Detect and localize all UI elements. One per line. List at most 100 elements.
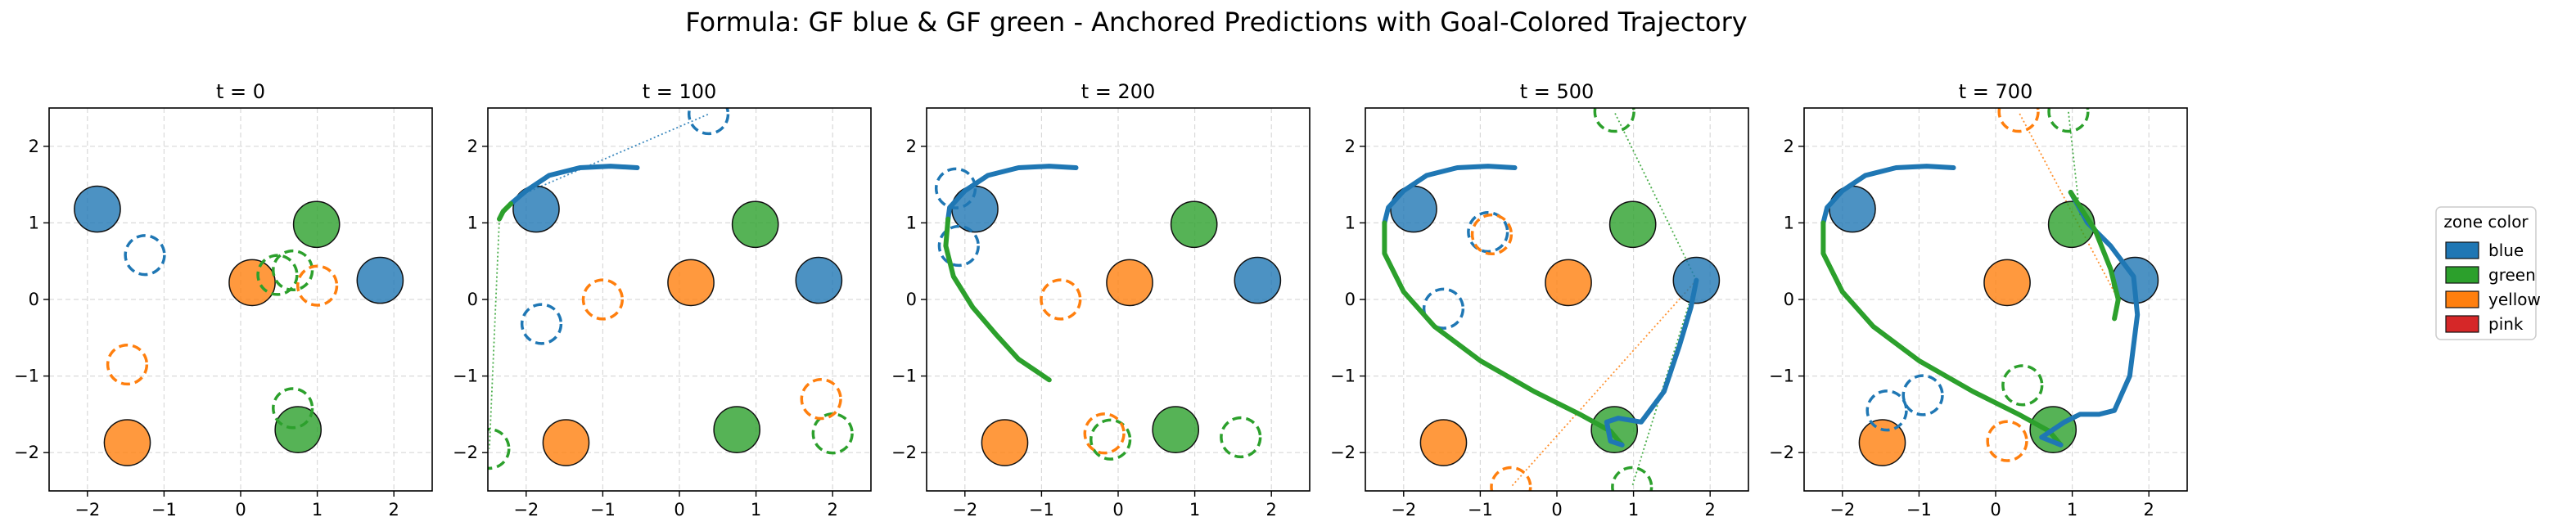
zone-green [731, 200, 779, 249]
predicted-zone-green [256, 254, 299, 296]
predicted-zone-blue [1865, 389, 1908, 432]
y-tick-label: −2 [891, 443, 917, 462]
y-tick-label: 0 [467, 290, 478, 309]
predicted-zone-blue [124, 234, 166, 277]
zone-yellow [542, 419, 590, 466]
trajectory-segment [497, 201, 514, 222]
legend-label-blue: blue [2488, 241, 2524, 260]
legend-swatch-blue [2445, 241, 2479, 259]
y-tick-label: −1 [1330, 367, 1356, 386]
y-tick-label: 2 [467, 137, 478, 156]
x-tick-label: 0 [1551, 500, 1562, 520]
plot-area [488, 108, 854, 470]
y-tick-label: 1 [467, 213, 478, 232]
y-tick-label: −2 [1330, 443, 1356, 462]
y-tick-label: 1 [906, 213, 917, 232]
anchor-line [1631, 280, 1698, 488]
x-tick-label: −2 [513, 500, 539, 520]
x-tick-label: 2 [1705, 500, 1716, 520]
predicted-zone-green [488, 427, 511, 470]
zone-green [292, 200, 341, 249]
subplot-title: t = 100 [643, 80, 717, 103]
y-tick-label: 2 [1345, 137, 1356, 156]
trajectory-segment [2068, 190, 2121, 322]
y-tick-label: −1 [891, 367, 917, 386]
trajectory-segment [1820, 220, 2064, 448]
legend-label-green: green [2488, 265, 2536, 285]
y-tick-label: 2 [906, 137, 917, 156]
predicted-zone-green [272, 387, 314, 430]
plot-area [934, 164, 1282, 466]
x-tick-label: −2 [1829, 500, 1855, 520]
predicted-zone-green [1593, 108, 1635, 133]
y-tick-label: 1 [1784, 213, 1794, 232]
y-tick-label: 2 [1784, 137, 1794, 156]
zone-green [1152, 406, 1200, 453]
anchor-line [488, 218, 500, 449]
zone-blue [1390, 185, 1437, 233]
legend-swatch-green [2445, 266, 2479, 284]
x-tick-label: −2 [74, 500, 100, 520]
y-tick-label: −2 [1769, 443, 1794, 462]
x-tick-label: 2 [1266, 500, 1277, 520]
x-tick-label: 1 [1189, 500, 1200, 520]
x-tick-label: 0 [235, 500, 246, 520]
x-tick-label: 0 [674, 500, 684, 520]
zone-blue [356, 256, 404, 304]
x-tick-label: −1 [1906, 500, 1932, 520]
trajectory-segment [943, 216, 1052, 383]
x-tick-label: −2 [952, 500, 977, 520]
trajectory-segment [1604, 277, 1699, 448]
zone-yellow [1983, 259, 2031, 307]
predicted-zone-yellow [800, 378, 842, 421]
x-tick-label: 1 [1628, 500, 1639, 520]
x-tick-label: 2 [389, 500, 399, 520]
predicted-zone-blue [1902, 374, 1944, 416]
figure-title: Formula: GF blue & GF green - Anchored P… [685, 7, 1747, 38]
trajectory-segment [508, 164, 640, 206]
legend: zone color blue green yellow pink [2435, 206, 2541, 340]
plot-area [74, 185, 404, 466]
y-tick-label: −1 [1769, 367, 1794, 386]
subplot-title: t = 700 [1959, 80, 2033, 103]
subplot-1: t = 0 −2 −1 0 1 2 −2 −1 0 1 2 [14, 80, 433, 520]
zone-yellow [1858, 419, 1906, 466]
legend-label-pink: pink [2488, 314, 2524, 334]
trajectory-segment [945, 164, 1079, 222]
anchor-line [1613, 111, 1698, 281]
predicted-zone-blue [937, 224, 980, 268]
legend-swatch-pink [2445, 315, 2479, 333]
predicted-zone-blue [934, 167, 977, 209]
zone-green [274, 406, 323, 453]
subplot-3: t = 200 −2 −1 0 1 2 −2 −1 0 1 2 [891, 80, 1311, 520]
predicted-zone-yellow [1490, 466, 1532, 491]
predicted-zone-yellow [1986, 420, 2028, 462]
x-tick-label: 2 [828, 500, 838, 520]
trajectory-segment [1820, 164, 1956, 226]
predicted-zone-yellow [581, 278, 625, 321]
x-tick-label: −1 [1029, 500, 1054, 520]
predicted-zone-yellow [1083, 412, 1126, 455]
predicted-zone-yellow [295, 264, 339, 307]
zone-yellow [981, 419, 1029, 466]
predicted-zone-blue [520, 303, 563, 345]
y-tick-label: 2 [29, 137, 39, 156]
anchor-line [2068, 111, 2081, 216]
zone-yellow [228, 259, 276, 307]
predicted-zone-green [2001, 364, 2044, 407]
legend-label-yellow: yellow [2488, 290, 2541, 309]
x-tick-label: 2 [2144, 500, 2154, 520]
zone-blue [1234, 256, 1282, 304]
plot-area [1382, 108, 1721, 491]
plot-area [1820, 108, 2159, 466]
subplot-2: t = 100 −2 −1 0 1 2 −2 −1 0 1 2 [453, 80, 872, 520]
subplot-title: t = 0 [216, 80, 265, 103]
anchor-line [518, 113, 709, 197]
trajectory-segment [2039, 190, 2141, 448]
zone-yellow [667, 259, 715, 307]
anchor-line [1510, 279, 1698, 488]
zone-yellow [103, 419, 151, 466]
predicted-zone-blue [687, 108, 730, 136]
x-tick-label: 1 [2067, 500, 2077, 520]
